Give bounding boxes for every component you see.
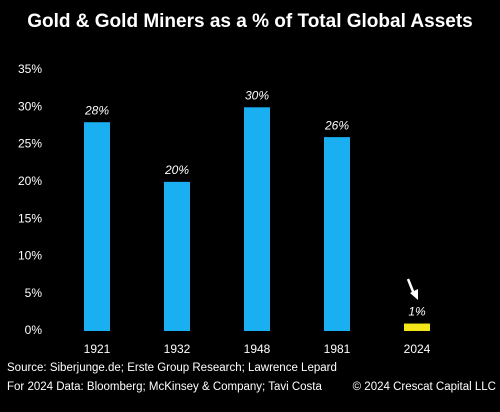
y-tick-label: 25% [18,137,42,151]
arrow [406,278,418,300]
bar [404,323,430,331]
bar [244,107,270,332]
y-tick-label: 15% [18,211,42,225]
source: Source: Siberjunge.de; Erste Group Resea… [7,362,337,374]
note: For 2024 Data: Bloomberg; McKinsey & Com… [7,381,323,393]
value-label: 28% [84,103,109,117]
y-tick-label: 20% [18,174,42,188]
value-label: 1% [408,305,426,319]
y-tick-label: 30% [18,99,42,113]
value-label: 20% [164,163,189,177]
value-label: 26% [324,118,349,132]
bar [164,181,190,331]
y-tick-label: 5% [25,286,43,300]
bar [84,122,110,331]
x-tick-label: 1948 [244,342,271,356]
y-tick-label: 10% [18,249,42,263]
x-tick-label: 2024 [404,342,431,356]
x-tick-label: 1932 [164,342,191,356]
value-label: 30% [245,88,269,102]
arrow-head [410,289,418,300]
x-tick-label: 1921 [84,342,111,356]
x-tick-label: 1981 [324,342,351,356]
credit: © 2024 Crescat Capital LLC [353,381,496,393]
chart-title: Gold & Gold Miners as a % of Total Globa… [27,11,473,32]
bar [324,137,350,331]
y-tick-label: 0% [25,323,43,337]
y-tick-label: 35% [18,62,42,76]
